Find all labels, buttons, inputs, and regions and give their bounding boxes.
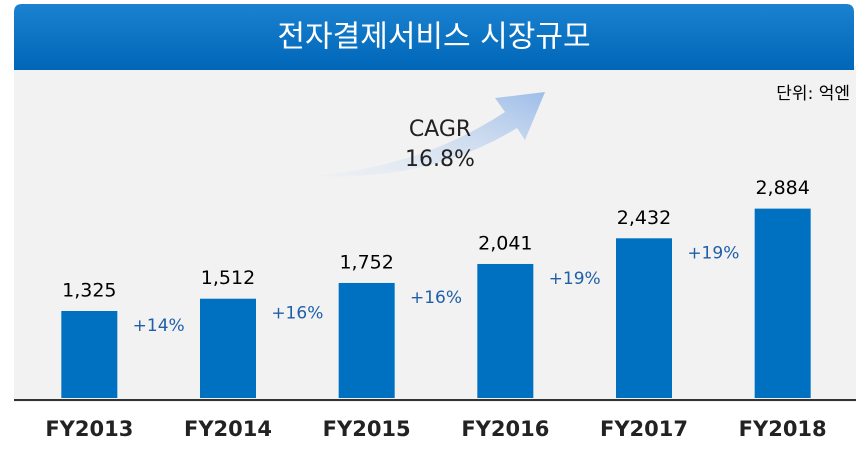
x-tick-label: FY2017 bbox=[600, 417, 688, 441]
bar bbox=[338, 282, 395, 398]
bar bbox=[61, 310, 118, 398]
x-tick-label: FY2018 bbox=[739, 417, 827, 441]
bar bbox=[754, 208, 811, 398]
x-tick-label: FY2016 bbox=[461, 417, 549, 441]
bar bbox=[200, 298, 256, 398]
cagr-arrow bbox=[310, 92, 545, 177]
bar bbox=[616, 238, 672, 398]
bar bbox=[477, 263, 534, 398]
growth-label: +16% bbox=[410, 288, 462, 308]
value-label: 2,041 bbox=[478, 232, 532, 254]
growth-label: +14% bbox=[133, 316, 185, 336]
growth-label: +16% bbox=[271, 304, 323, 324]
growth-label: +19% bbox=[687, 243, 739, 263]
value-label: 1,512 bbox=[201, 267, 255, 289]
cagr-value: 16.8% bbox=[405, 147, 475, 172]
value-label: 2,884 bbox=[755, 177, 809, 199]
x-tick-label: FY2015 bbox=[323, 417, 411, 441]
value-label: 1,752 bbox=[339, 251, 393, 273]
cagr-label: CAGR bbox=[409, 117, 471, 142]
title-bar bbox=[14, 4, 854, 70]
x-tick-label: FY2014 bbox=[184, 417, 272, 441]
plot-background bbox=[14, 66, 856, 402]
unit-label: 단위: 억엔 bbox=[776, 84, 850, 104]
growth-label: +19% bbox=[549, 269, 601, 289]
value-label: 1,325 bbox=[62, 279, 116, 301]
chart-title: 전자결제서비스 시장규모 bbox=[277, 20, 590, 55]
x-tick-label: FY2013 bbox=[45, 417, 133, 441]
value-label: 2,432 bbox=[617, 207, 671, 229]
